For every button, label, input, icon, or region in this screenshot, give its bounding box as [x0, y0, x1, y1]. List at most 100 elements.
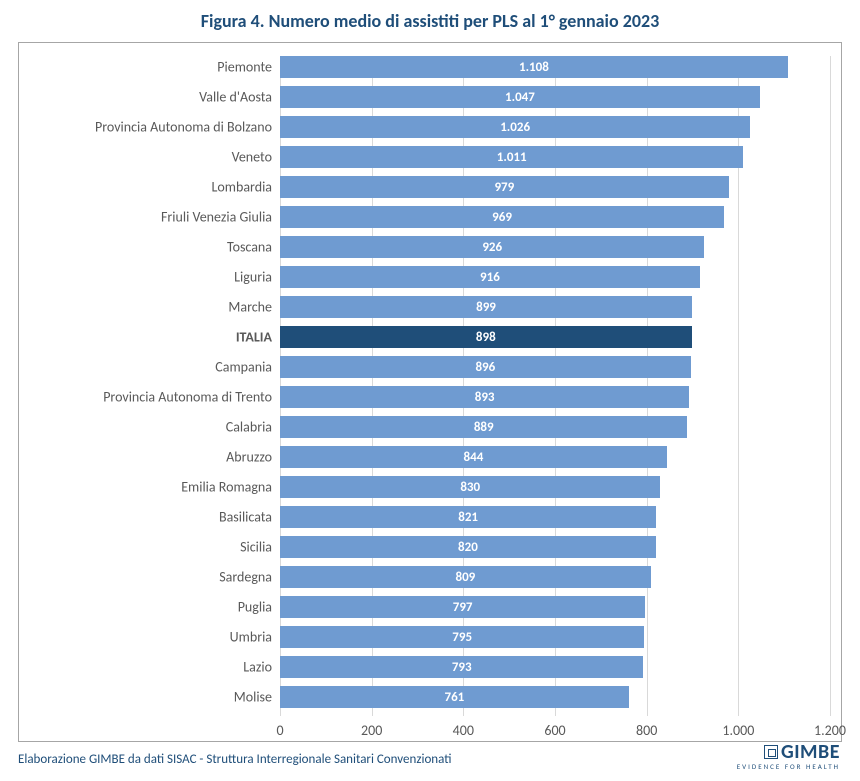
bar: 793 — [280, 656, 643, 678]
bar-row: Basilicata821 — [280, 506, 830, 528]
bar: 844 — [280, 446, 667, 468]
x-tick-label: 0 — [276, 722, 283, 739]
bar: 899 — [280, 296, 692, 318]
row-label: Friuli Venezia Giulia — [161, 209, 280, 226]
bar: 809 — [280, 566, 651, 588]
bar-row: Liguria916 — [280, 266, 830, 288]
row-label: Sardegna — [219, 569, 280, 586]
bar: 896 — [280, 356, 691, 378]
row-label: Marche — [228, 299, 280, 316]
bar-value: 916 — [480, 270, 500, 285]
chart-title: Figura 4. Numero medio di assistiti per … — [0, 0, 860, 40]
row-label: Piemonte — [217, 59, 280, 76]
bar: 795 — [280, 626, 644, 648]
bar-value: 1.026 — [500, 120, 530, 135]
row-label: Basilicata — [219, 509, 280, 526]
bar-value: 844 — [464, 450, 484, 465]
bar-row: Puglia797 — [280, 596, 830, 618]
bar: 979 — [280, 176, 729, 198]
figure-container: Figura 4. Numero medio di assistiti per … — [0, 0, 860, 781]
bar: 797 — [280, 596, 645, 618]
bar-row: Sicilia820 — [280, 536, 830, 558]
bar: 830 — [280, 476, 660, 498]
bar-row: Piemonte1.108 — [280, 56, 830, 78]
bar: 1.047 — [280, 86, 760, 108]
bar-row: Veneto1.011 — [280, 146, 830, 168]
bar-row: Provincia Autonoma di Bolzano1.026 — [280, 116, 830, 138]
bar: 926 — [280, 236, 704, 258]
bar-value: 979 — [494, 180, 514, 195]
row-label: Valle d'Aosta — [199, 89, 280, 106]
bar-row: Abruzzo844 — [280, 446, 830, 468]
logo-main: GIMBE — [737, 740, 840, 764]
x-tick-label: 600 — [544, 722, 565, 739]
row-label: ITALIA — [236, 329, 280, 346]
row-label: Umbria — [230, 629, 280, 646]
bar: 821 — [280, 506, 656, 528]
bar-row: Emilia Romagna830 — [280, 476, 830, 498]
row-label: Provincia Autonoma di Bolzano — [95, 119, 280, 136]
x-tick-label: 200 — [361, 722, 382, 739]
bar-value: 896 — [475, 360, 495, 375]
bar-value: 830 — [460, 480, 480, 495]
bar-value: 809 — [456, 570, 476, 585]
bar-row: Toscana926 — [280, 236, 830, 258]
bar: 1.011 — [280, 146, 743, 168]
logo: GIMBE EVIDENCE FOR HEALTH — [737, 740, 840, 771]
footer-source: Elaborazione GIMBE da dati SISAC - Strut… — [18, 752, 451, 767]
bar-row: Lombardia979 — [280, 176, 830, 198]
row-label: Molise — [234, 689, 280, 706]
bar: 889 — [280, 416, 687, 438]
bar: 898 — [280, 326, 692, 348]
bar-row: Calabria889 — [280, 416, 830, 438]
bar-row: Lazio793 — [280, 656, 830, 678]
row-label: Calabria — [226, 419, 280, 436]
bar-row: Sardegna809 — [280, 566, 830, 588]
x-tick-label: 1.200 — [814, 722, 846, 739]
x-tick-label: 800 — [636, 722, 657, 739]
bar-value: 898 — [476, 330, 496, 345]
bar-row: Umbria795 — [280, 626, 830, 648]
row-label: Lazio — [243, 659, 280, 676]
bar-value: 1.011 — [497, 150, 527, 165]
row-label: Abruzzo — [226, 449, 280, 466]
bar-value: 1.108 — [519, 60, 549, 75]
bar-row: Campania896 — [280, 356, 830, 378]
bar: 969 — [280, 206, 724, 228]
x-tick-label: 400 — [453, 722, 474, 739]
bar-value: 797 — [453, 600, 473, 615]
row-label: Lombardia — [212, 179, 280, 196]
bar-row: ITALIA898 — [280, 326, 830, 348]
bar-value: 820 — [458, 540, 478, 555]
bar-row: Molise761 — [280, 686, 830, 708]
bar-value: 821 — [458, 510, 478, 525]
logo-sub: EVIDENCE FOR HEALTH — [737, 762, 840, 771]
row-label: Emilia Romagna — [181, 479, 280, 496]
logo-text: GIMBE — [781, 740, 840, 764]
gridline — [830, 56, 831, 716]
bar-value: 761 — [445, 690, 465, 705]
bar: 1.026 — [280, 116, 750, 138]
bar: 820 — [280, 536, 656, 558]
x-tick-label: 1.000 — [722, 722, 754, 739]
bar-value: 969 — [492, 210, 512, 225]
bar-value: 889 — [474, 420, 494, 435]
bar-value: 1.047 — [505, 90, 535, 105]
bar: 1.108 — [280, 56, 788, 78]
row-label: Puglia — [238, 599, 280, 616]
bar-value: 795 — [452, 630, 472, 645]
row-label: Sicilia — [240, 539, 280, 556]
bar-row: Friuli Venezia Giulia969 — [280, 206, 830, 228]
bar-row: Marche899 — [280, 296, 830, 318]
bar-value: 926 — [482, 240, 502, 255]
bar-value: 793 — [452, 660, 472, 675]
bar-value: 893 — [475, 390, 495, 405]
bar-row: Provincia Autonoma di Trento893 — [280, 386, 830, 408]
bar: 893 — [280, 386, 689, 408]
plot-area: 02004006008001.0001.200Piemonte1.108Vall… — [280, 56, 830, 716]
bar-value: 899 — [476, 300, 496, 315]
logo-icon — [764, 745, 778, 759]
row-label: Campania — [215, 359, 280, 376]
row-label: Veneto — [232, 149, 280, 166]
bar-row: Valle d'Aosta1.047 — [280, 86, 830, 108]
